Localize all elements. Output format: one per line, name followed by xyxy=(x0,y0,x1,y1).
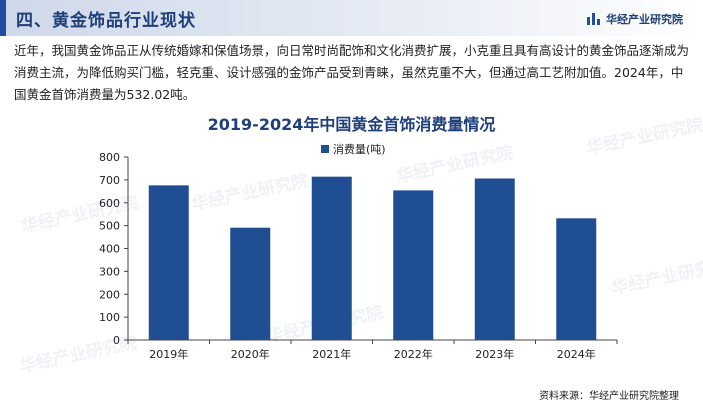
bar xyxy=(556,218,597,340)
y-tick-label: 300 xyxy=(99,265,120,278)
y-tick-label: 100 xyxy=(99,311,120,324)
bar xyxy=(230,227,271,340)
legend-label: 消费量(吨) xyxy=(333,142,386,156)
header-accent xyxy=(0,0,6,36)
source-note: 资料来源：华经产业研究院整理 xyxy=(539,391,679,402)
bar xyxy=(393,190,434,340)
y-tick-label: 600 xyxy=(99,197,120,210)
bar xyxy=(311,176,352,340)
y-tick-label: 400 xyxy=(99,243,120,256)
x-tick-label: 2020年 xyxy=(231,347,270,361)
legend-swatch xyxy=(321,145,329,153)
y-tick-label: 0 xyxy=(113,334,120,347)
x-tick-label: 2021年 xyxy=(312,347,351,361)
bar xyxy=(148,185,189,340)
y-tick-label: 800 xyxy=(99,151,120,164)
brand-logo: 华经产业研究院 xyxy=(587,11,683,27)
header-bar xyxy=(0,0,703,36)
intro-paragraph: 近年，我国黄金饰品正从传统婚嫁和保值场景，向日常时尚配饰和文化消费扩展，小克重且… xyxy=(14,43,690,102)
chart-title: 2019-2024年中国黄金首饰消费量情况 xyxy=(207,115,496,134)
bar-chart-logo-icon xyxy=(587,13,600,25)
x-tick-label: 2022年 xyxy=(394,347,433,361)
y-tick-label: 700 xyxy=(99,174,120,187)
y-tick-label: 200 xyxy=(99,288,120,301)
section-title: 四、黄金饰品行业现状 xyxy=(16,11,196,31)
x-tick-label: 2024年 xyxy=(557,347,596,361)
x-tick-label: 2019年 xyxy=(149,347,188,361)
y-tick-label: 500 xyxy=(99,220,120,233)
bar xyxy=(474,178,515,340)
brand-name: 华经产业研究院 xyxy=(606,13,683,26)
x-tick-label: 2023年 xyxy=(475,347,514,361)
